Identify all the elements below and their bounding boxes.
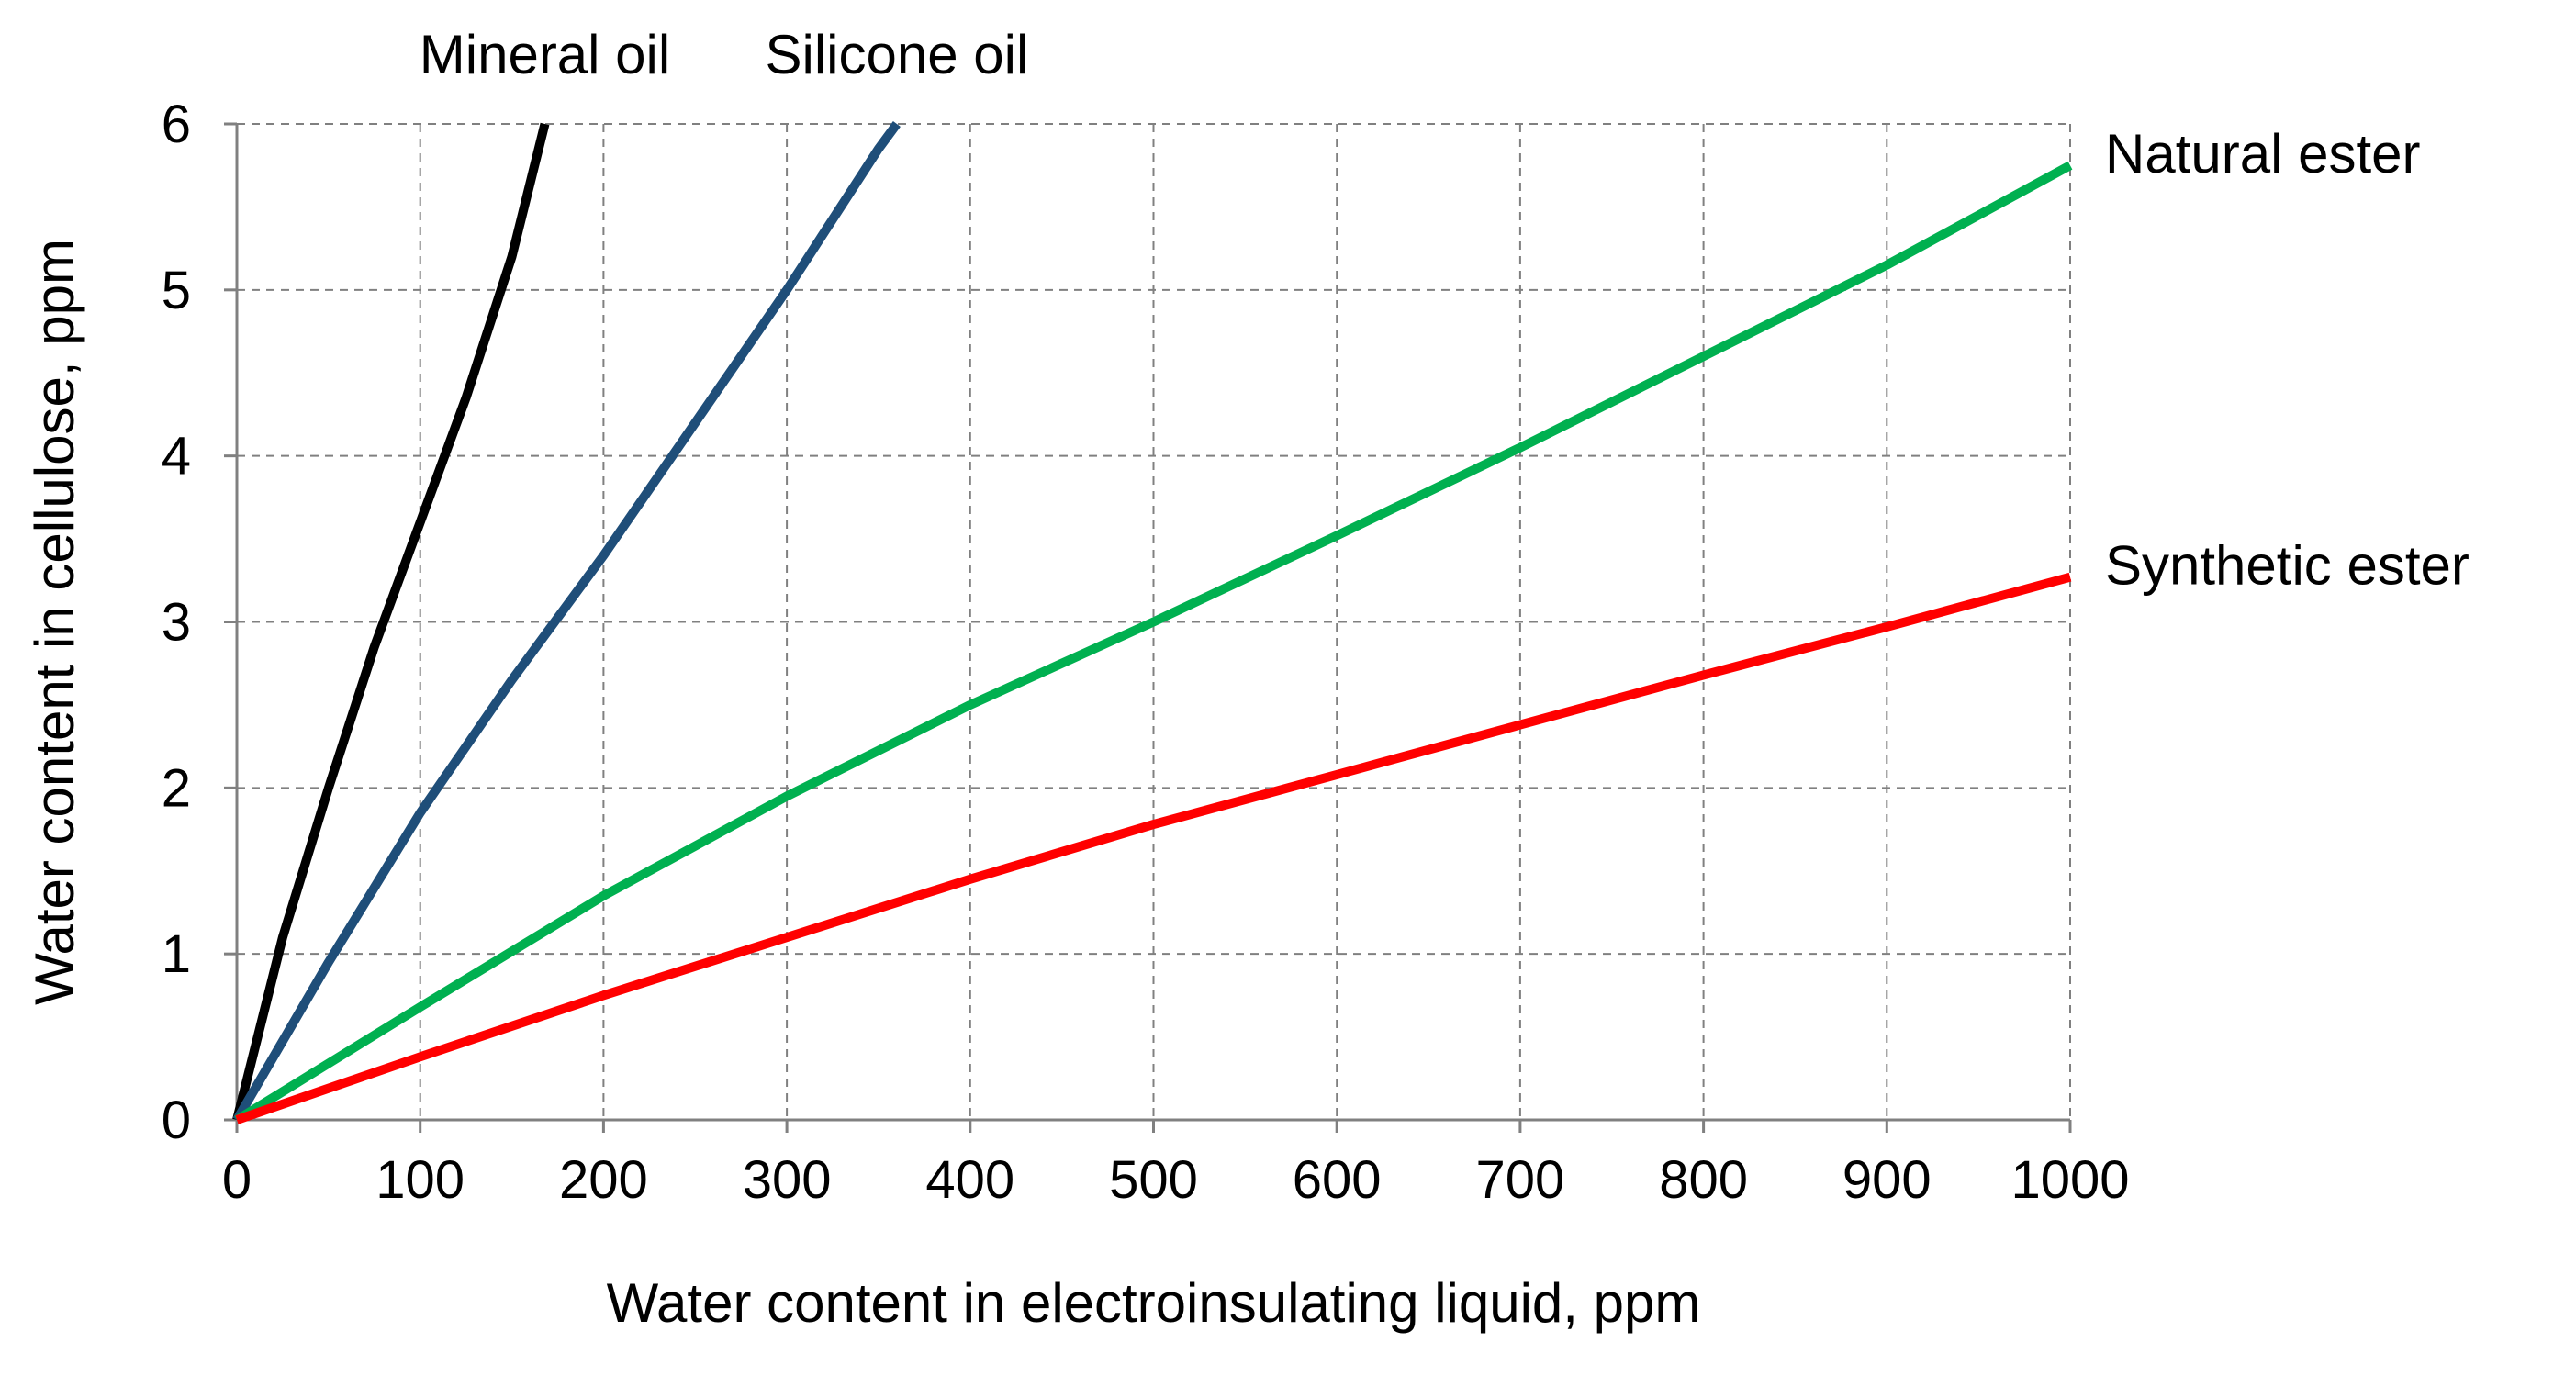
- series-label: Natural ester: [2105, 123, 2420, 185]
- y-tick-label: 0: [162, 1091, 191, 1150]
- x-tick-label: 1000: [2010, 1150, 2129, 1210]
- y-tick-label: 5: [162, 261, 191, 320]
- series-label: Silicone oil: [766, 24, 1029, 85]
- y-tick-label: 3: [162, 593, 191, 653]
- tick-labels: 0 100 200 300 400 500 600 700 800 900 1000 0 1 2 3 4 5 6: [162, 95, 2130, 1210]
- x-tick-label: 300: [743, 1150, 832, 1210]
- x-tick-label: 800: [1659, 1150, 1748, 1210]
- series-label: Mineral oil: [420, 24, 670, 85]
- x-tick-label: 600: [1293, 1150, 1382, 1210]
- series-lines: [232, 121, 2073, 1124]
- y-tick-label: 1: [162, 924, 191, 984]
- series-line-silicone-oil: [232, 121, 901, 1123]
- x-tick-label: 400: [925, 1150, 1014, 1210]
- x-tick-label: 200: [559, 1150, 648, 1210]
- x-tick-label: 900: [1842, 1150, 1932, 1210]
- series-line-synthetic-ester: [235, 572, 2072, 1124]
- series-labels: Mineral oil Silicone oil Natural ester Synt…: [420, 24, 2470, 597]
- axes: [224, 122, 2072, 1133]
- y-tick-label: 6: [162, 95, 191, 154]
- x-tick-label: 700: [1476, 1150, 1565, 1210]
- series-label: Synthetic ester: [2105, 535, 2470, 597]
- series-line-natural-ester: [234, 161, 2073, 1124]
- x-tick-label: 100: [375, 1150, 465, 1210]
- y-axis-label: Water content in cellulose, ppm: [24, 239, 85, 1005]
- series-line-mineral-oil: [232, 122, 550, 1122]
- x-axis-label: Water content in electroinsulating liqui…: [607, 1272, 1701, 1334]
- x-tick-label: 500: [1109, 1150, 1198, 1210]
- y-tick-label: 2: [162, 758, 191, 818]
- grid-lines: [237, 123, 2071, 1120]
- x-tick-label: 0: [222, 1150, 252, 1210]
- y-tick-label: 4: [162, 427, 191, 487]
